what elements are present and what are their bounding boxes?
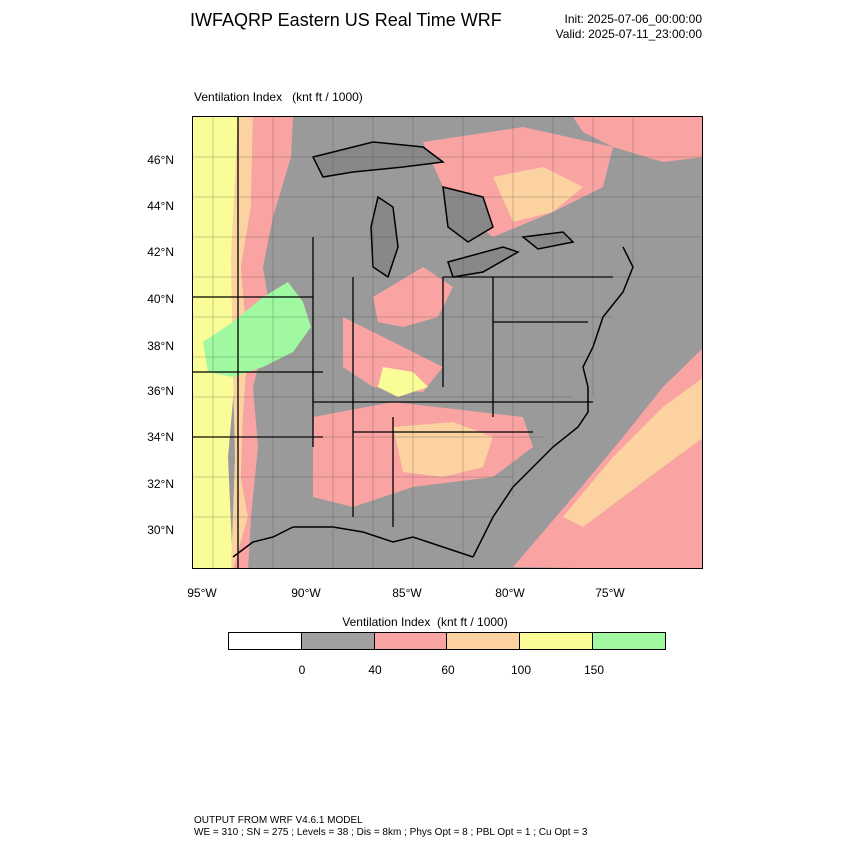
legend-box-2 xyxy=(301,633,375,649)
map-panel xyxy=(192,116,703,569)
lat-label-44: 44°N xyxy=(147,199,174,213)
lat-label-42: 42°N xyxy=(147,245,174,259)
legend-tick-0: 0 xyxy=(298,663,306,677)
lat-label-46: 46°N xyxy=(147,153,174,167)
orange-region-ontario xyxy=(493,167,583,222)
lake-erie xyxy=(447,246,520,278)
model-info-line2: WE = 310 ; SN = 275 ; Levels = 38 ; Dis … xyxy=(194,827,588,838)
pink-region-quebec xyxy=(573,117,702,162)
lon-label-80: 80°W xyxy=(495,586,525,600)
valid-time: Valid: 2025-07-11_23:00:00 xyxy=(555,27,702,41)
legend-colorbar xyxy=(228,632,666,650)
lon-label-75: 75°W xyxy=(595,586,625,600)
pink-region-kentucky xyxy=(343,317,443,392)
ventilation-map xyxy=(193,117,702,568)
legend-title: Ventilation Index (knt ft / 1000) xyxy=(342,615,508,629)
lat-label-32: 32°N xyxy=(147,477,174,491)
coastline xyxy=(232,246,634,558)
green-region xyxy=(203,282,311,377)
county-borders xyxy=(193,117,702,568)
legend-box-1 xyxy=(229,633,302,649)
legend-box-6 xyxy=(593,633,665,649)
pink-region-atlantic xyxy=(513,348,702,568)
yellow-region-kentucky xyxy=(378,367,428,397)
lon-label-90: 90°W xyxy=(291,586,321,600)
lat-label-40: 40°N xyxy=(147,292,174,306)
field-name: Ventilation Index xyxy=(194,90,283,104)
model-info: OUTPUT FROM WRF V4.6.1 MODEL WE = 310 ; … xyxy=(194,815,587,839)
legend-tick-60: 60 xyxy=(441,663,455,677)
lat-label-36: 36°N xyxy=(147,384,174,398)
lat-label-30: 30°N xyxy=(147,523,174,537)
orange-region-atlantic xyxy=(563,378,702,527)
lon-label-95: 95°W xyxy=(187,586,217,600)
lat-label-34: 34°N xyxy=(147,430,174,444)
orange-region-georgia xyxy=(393,422,493,477)
lat-label-38: 38°N xyxy=(147,339,174,353)
legend-tick-150: 150 xyxy=(583,663,605,677)
lake-huron xyxy=(442,186,494,243)
legend-box-5 xyxy=(520,633,594,649)
timestamps: Init: 2025-07-06_00:00:00 Valid: 2025-07… xyxy=(556,12,702,42)
lake-ontario xyxy=(521,231,575,250)
legend-tick-100: 100 xyxy=(510,663,532,677)
lon-label-85: 85°W xyxy=(392,586,422,600)
field-units: (knt ft / 1000) xyxy=(292,90,363,104)
lake-superior xyxy=(311,141,445,178)
field-subtitle: Ventilation Index (knt ft / 1000) xyxy=(194,90,363,104)
init-time: Init: 2025-07-06_00:00:00 xyxy=(564,12,702,26)
legend-tick-40: 40 xyxy=(368,663,382,677)
legend-box-4 xyxy=(447,633,521,649)
model-info-line1: OUTPUT FROM WRF V4.6.1 MODEL xyxy=(194,815,363,826)
figure-title: IWFAQRP Eastern US Real Time WRF xyxy=(190,10,502,30)
legend-box-3 xyxy=(374,633,448,649)
